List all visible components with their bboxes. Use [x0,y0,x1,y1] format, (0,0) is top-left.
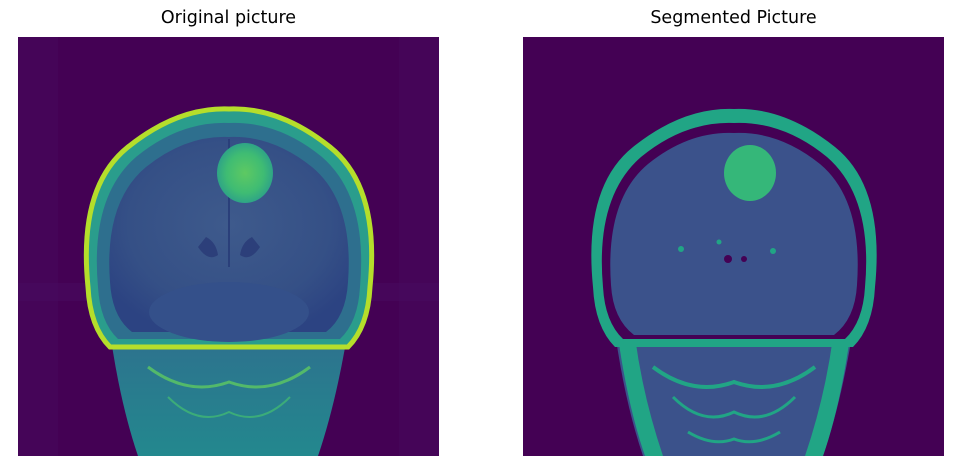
original-image-panel [18,37,439,456]
original-tumor [217,143,273,203]
segmented-mri-image [523,37,944,456]
original-mri-image [18,37,439,456]
left-panel-title: Original picture [160,8,297,28]
original-neck-region [108,317,350,456]
right-panel-title: Segmented Picture [650,8,817,28]
segmented-tumor [724,145,776,201]
segmented-brain-region [610,132,858,335]
segmented-image-panel [523,37,944,456]
segmented-neck-region [613,317,855,456]
